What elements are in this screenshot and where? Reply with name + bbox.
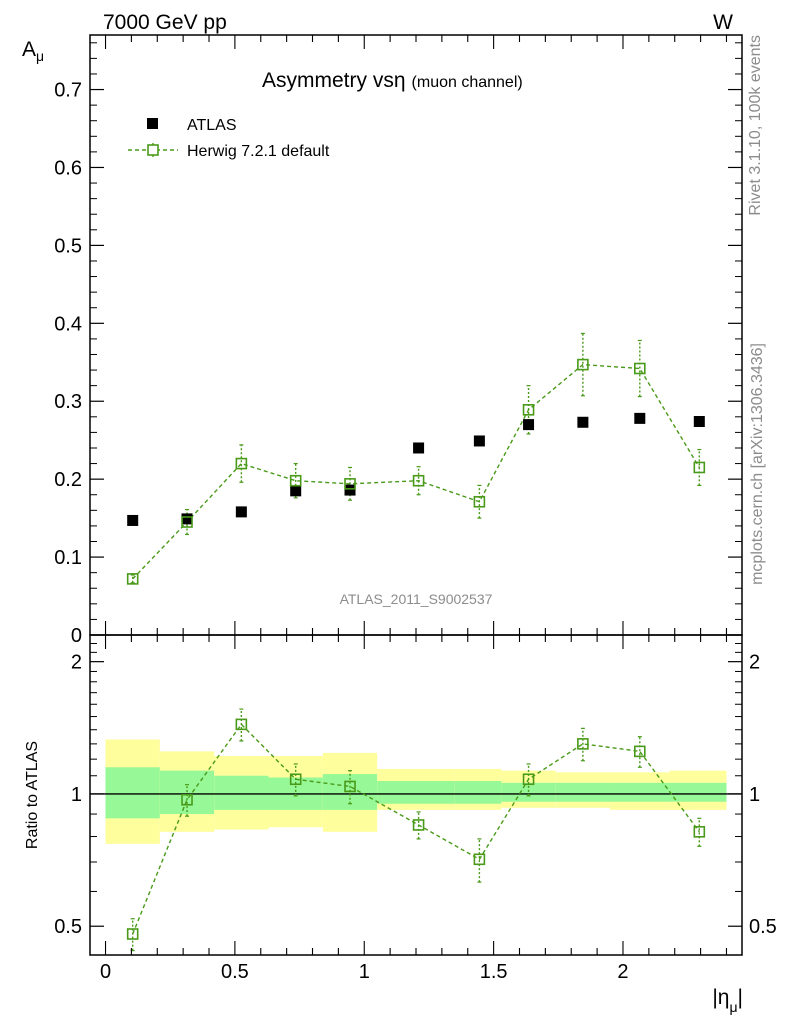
x-axis-label: |ημ| (712, 986, 743, 1015)
x-tick-label: 1 (359, 961, 370, 983)
rivet-label: Rivet 3.1.10, 100k events (747, 35, 764, 216)
ratio-herwig-point (412, 819, 425, 831)
legend-atlas-marker (147, 118, 158, 129)
ratio-frame (89, 634, 743, 956)
ratio-herwig-point (473, 853, 486, 866)
atlas-point (473, 435, 485, 447)
y-tick-label: 0 (71, 625, 82, 647)
ratio-herwig-point (634, 745, 646, 758)
ratio-herwig-point (577, 738, 589, 750)
atlas-point (181, 513, 193, 525)
atlas-point (344, 484, 356, 496)
y-tick-label: 0.6 (54, 157, 82, 179)
analysis-watermark: ATLAS_2011_S9002537 (340, 591, 493, 607)
mcplots-label: mcplots.cern.ch [arXiv:1306.3436] (749, 343, 766, 585)
ratio-herwig-point (693, 826, 706, 838)
herwig-point (412, 474, 425, 487)
plot-title: Asymmetry vsη (muon channel) (262, 69, 523, 92)
ratio-inner-band (555, 782, 611, 802)
ratio-inner-band (454, 781, 502, 804)
herwig-point (473, 495, 486, 508)
ratio-y-tick-label-right: 0.5 (749, 916, 777, 938)
herwig-point (235, 457, 248, 470)
ratio-panel: Ratio to ATLAS |ημ| 0.5 0.5 1 1 2 2 0 0.5 1 1.5 2 (24, 634, 777, 1015)
y-tick-label: 0.4 (54, 313, 82, 335)
herwig-point (577, 358, 589, 371)
y-tick-label: 0.7 (54, 80, 82, 102)
atlas-point (523, 419, 535, 431)
ratio-herwig-point (181, 793, 193, 806)
ratio-inner-band (377, 781, 455, 804)
ratio-herwig-point (289, 773, 302, 786)
ratio-herwig-point (344, 780, 356, 793)
x-tick-label: 1.5 (480, 961, 508, 983)
y-axis-label: Aμ (22, 38, 44, 64)
herwig-point (344, 478, 356, 490)
herwig-point (289, 474, 302, 487)
ratio-inner-band (610, 782, 670, 802)
herwig-point (522, 404, 535, 416)
ratio-herwig-point (522, 773, 535, 786)
herwig-point (126, 573, 139, 585)
ratio-y-tick-label-right: 2 (749, 652, 760, 674)
x-tick-label: 2 (617, 961, 628, 983)
atlas-point (235, 506, 247, 518)
main-panel: Asymmetry vsη (muon channel) Aμ ATLAS_201… (22, 34, 743, 647)
atlas-point (413, 442, 425, 454)
ratio-y-tick-label-left: 0.5 (54, 916, 82, 938)
atlas-point (577, 416, 589, 428)
x-tick-label: 0.5 (221, 961, 249, 983)
header-right: W (713, 11, 733, 34)
legend: ATLAS Herwig 7.2.1 default (128, 117, 330, 160)
herwig-line (132, 363, 700, 580)
atlas-point (290, 485, 302, 497)
legend-herwig-marker (147, 144, 159, 156)
ratio-y-axis-label: Ratio to ATLAS (24, 741, 41, 849)
legend-atlas-label: ATLAS (187, 117, 237, 134)
y-tick-label: 0.3 (54, 391, 82, 413)
atlas-point (693, 415, 705, 427)
atlas-point (634, 412, 646, 424)
ratio-herwig-point (235, 718, 248, 731)
ratio-y-tick-label-left: 1 (71, 784, 82, 806)
ratio-herwig-point (126, 928, 139, 940)
ratio-inner-band (669, 782, 727, 802)
ratio-inner-band (501, 782, 556, 802)
legend-herwig-label: Herwig 7.2.1 default (187, 143, 330, 160)
y-tick-label: 0.1 (54, 547, 82, 569)
y-tick-label: 0.2 (54, 469, 82, 491)
herwig-point (181, 516, 193, 528)
ratio-y-tick-label-left: 2 (71, 652, 82, 674)
y-tick-label: 0.5 (54, 235, 82, 257)
ratio-inner-band (105, 767, 160, 819)
atlas-point (127, 514, 139, 526)
ratio-y-tick-label-right: 1 (749, 784, 760, 806)
ratio-inner-band (214, 775, 269, 810)
herwig-point (693, 461, 706, 474)
x-tick-label: 0 (100, 961, 111, 983)
header-left: 7000 GeV pp (103, 11, 227, 34)
herwig-point (634, 362, 646, 375)
